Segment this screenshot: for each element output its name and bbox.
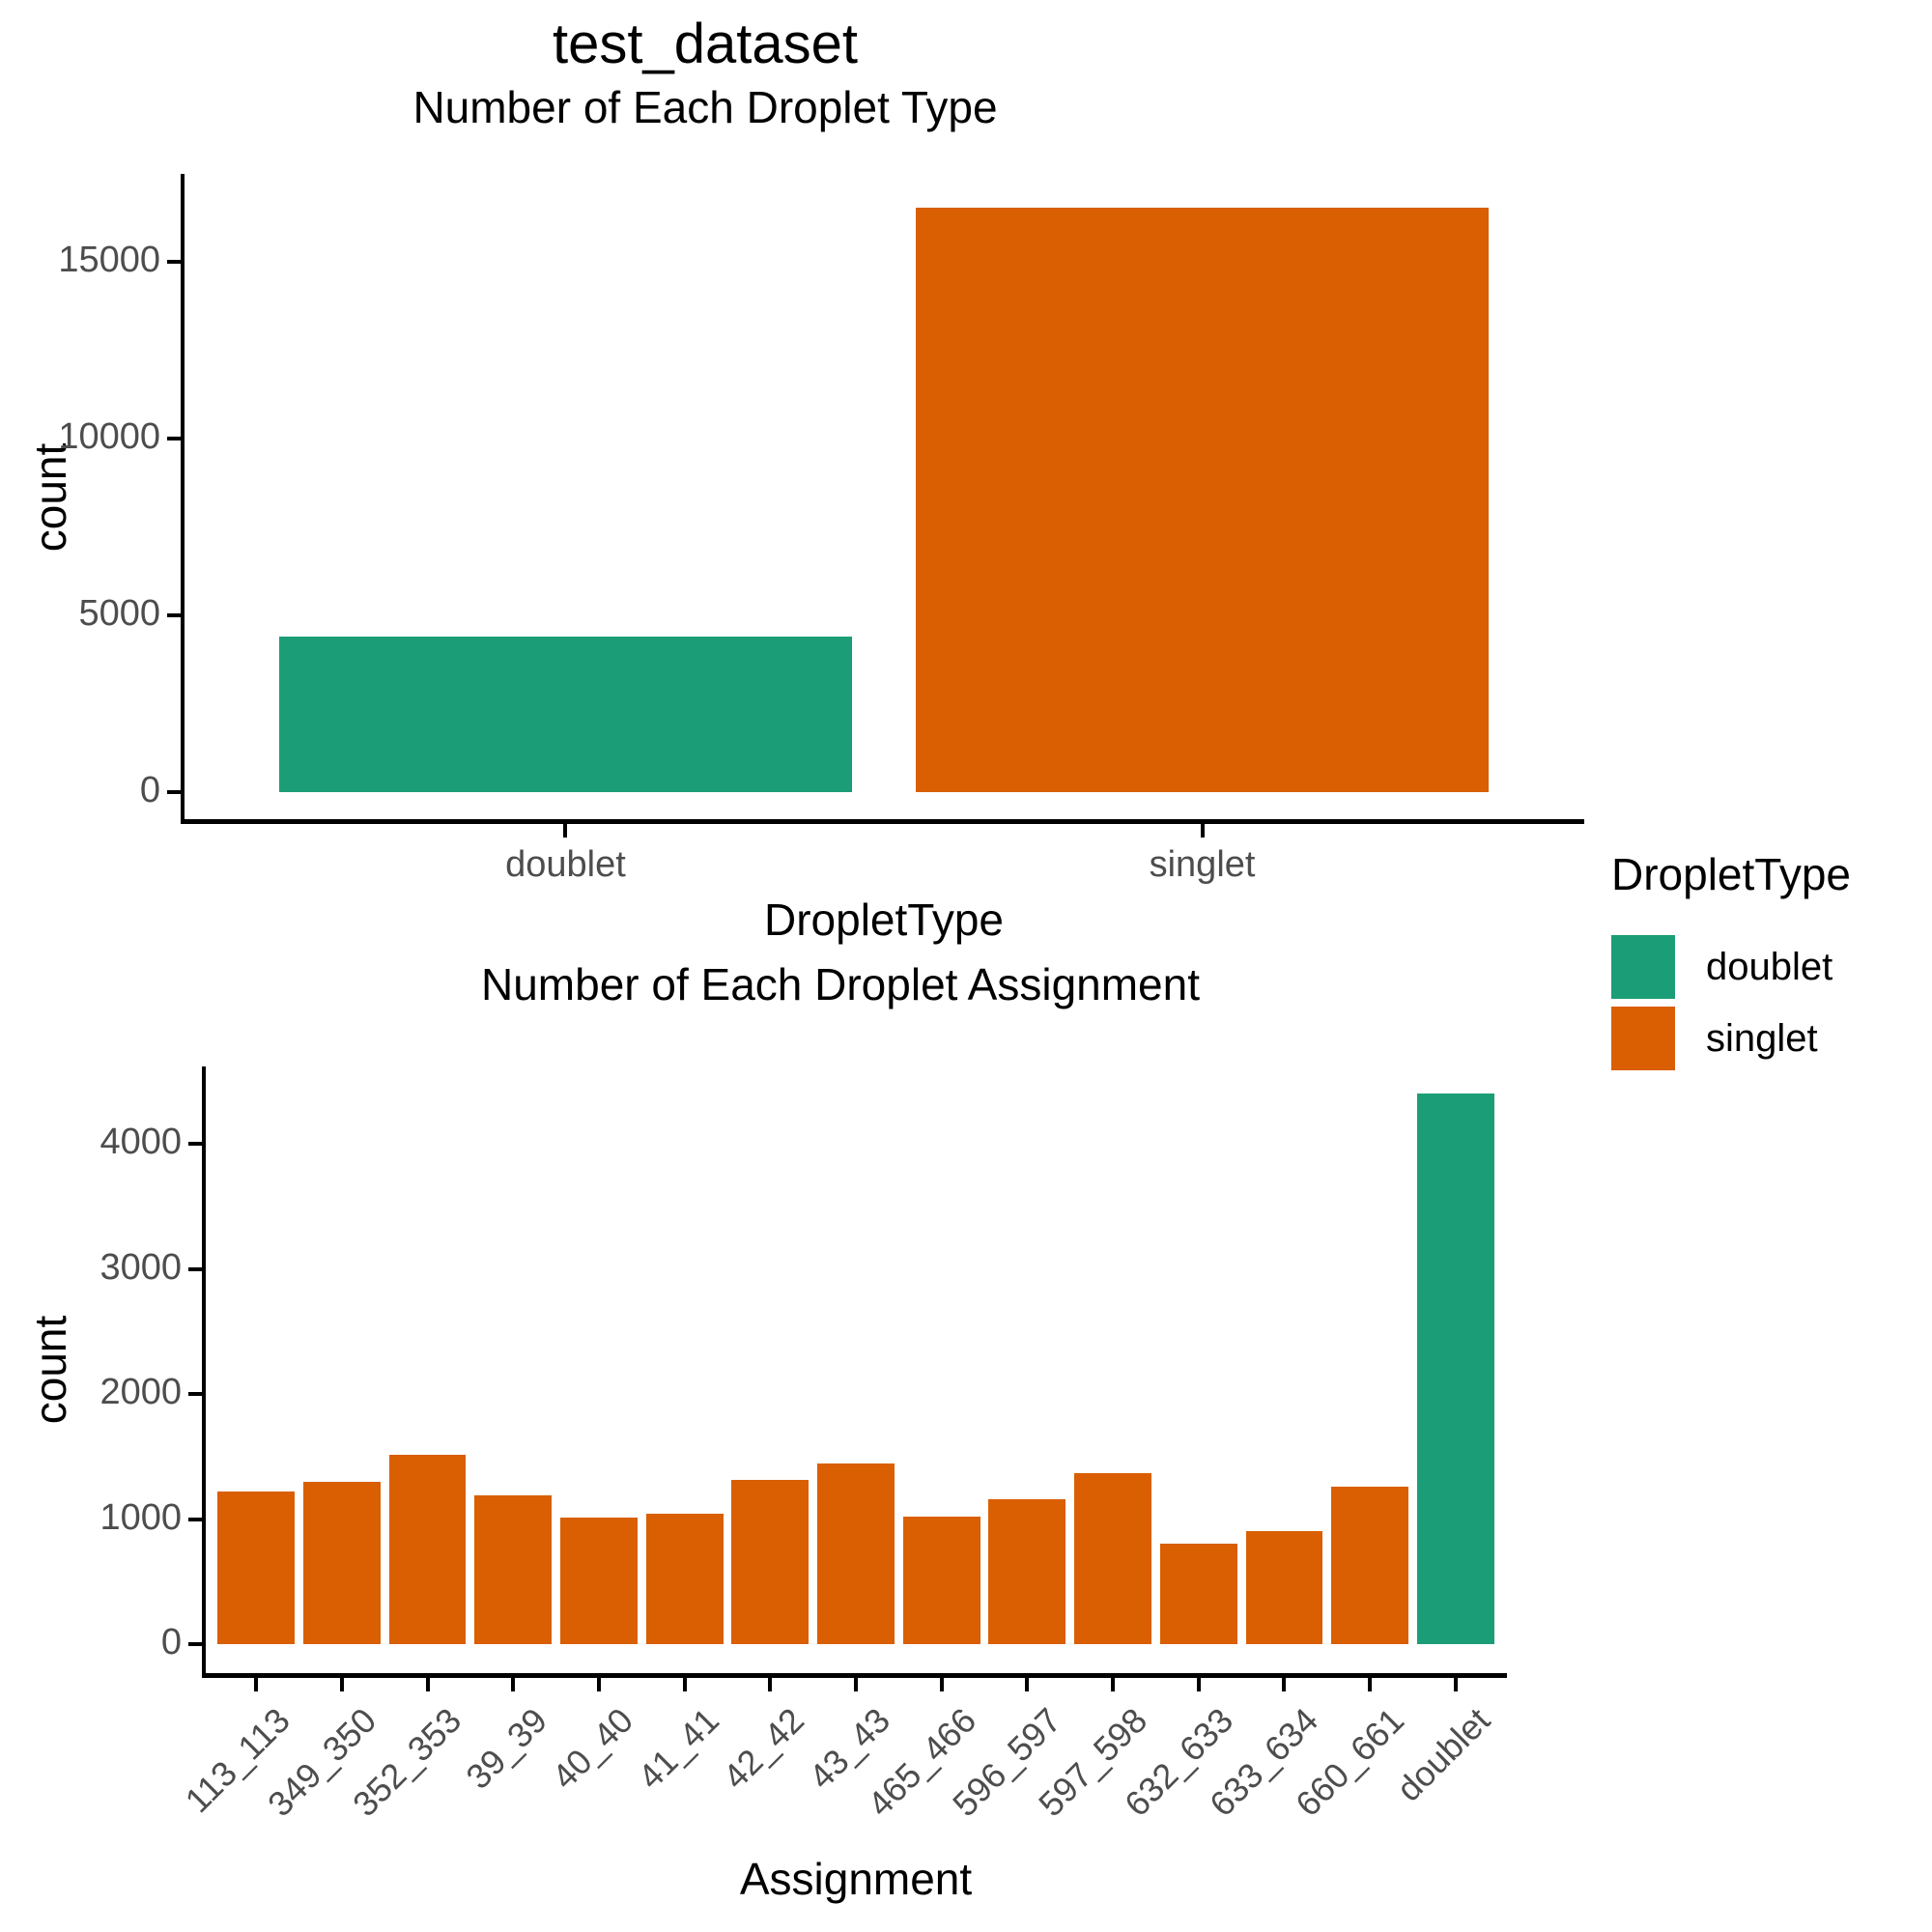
x-tick-mark bbox=[254, 1678, 259, 1691]
legend-label-singlet: singlet bbox=[1706, 1016, 1818, 1060]
chart1-y-axis-title: count bbox=[25, 442, 75, 553]
x-tick-mark bbox=[425, 1678, 430, 1691]
bar-43_43 bbox=[817, 1463, 895, 1644]
y-tick-mark bbox=[167, 613, 181, 617]
y-tick-mark bbox=[167, 437, 181, 440]
bar-597_598 bbox=[1074, 1472, 1151, 1644]
chart2-title: Number of Each Droplet Assignment bbox=[480, 959, 1201, 1009]
legend-item-singlet: singlet bbox=[1611, 1007, 1930, 1070]
x-tick-mark bbox=[563, 824, 568, 838]
x-axis-line bbox=[202, 1673, 1507, 1678]
x-tick-mark bbox=[339, 1678, 344, 1691]
x-tick-mark bbox=[596, 1678, 601, 1691]
x-tick-mark bbox=[1200, 824, 1205, 838]
x-tick-label: doublet bbox=[505, 844, 626, 885]
y-tick-label: 3000 bbox=[99, 1246, 182, 1288]
y-tick-mark bbox=[188, 1266, 202, 1271]
doublet-color-swatch bbox=[1611, 935, 1675, 999]
x-tick-label: 42_42 bbox=[715, 1700, 812, 1797]
x-tick-mark bbox=[1453, 1678, 1458, 1691]
y-tick-mark bbox=[188, 1142, 202, 1146]
y-tick-mark bbox=[167, 790, 181, 794]
bar-41_41 bbox=[645, 1514, 724, 1644]
legend-title: DropletType bbox=[1611, 849, 1852, 899]
plot-title: test_dataset bbox=[553, 13, 858, 75]
bar-42_42 bbox=[731, 1480, 810, 1644]
x-tick-mark bbox=[1282, 1678, 1287, 1691]
bar-39_39 bbox=[474, 1494, 553, 1644]
x-tick-mark bbox=[1111, 1678, 1116, 1691]
y-tick-label: 5000 bbox=[78, 592, 160, 634]
y-tick-label: 1000 bbox=[99, 1496, 182, 1538]
y-tick-mark bbox=[167, 260, 181, 264]
x-tick-label: doublet bbox=[1388, 1700, 1497, 1809]
y-tick-label: 0 bbox=[160, 1621, 182, 1662]
chart2-x-axis-title: Assignment bbox=[739, 1854, 973, 1904]
y-axis-line bbox=[202, 1066, 206, 1677]
y-tick-mark bbox=[188, 1517, 202, 1521]
y-tick-label: 15000 bbox=[58, 239, 160, 280]
x-tick-label: 41_41 bbox=[629, 1700, 726, 1797]
bar-349_350 bbox=[302, 1481, 381, 1644]
x-axis-line bbox=[181, 819, 1584, 824]
bar-465_466 bbox=[902, 1516, 980, 1644]
chart1-x-axis-title: DropletType bbox=[763, 895, 1004, 945]
y-tick-label: 4000 bbox=[99, 1121, 182, 1162]
x-tick-mark bbox=[854, 1678, 858, 1691]
x-tick-mark bbox=[1025, 1678, 1030, 1691]
legend: DropletType doublet singlet bbox=[1611, 848, 1930, 1078]
bar-40_40 bbox=[560, 1518, 638, 1644]
x-tick-mark bbox=[511, 1678, 516, 1691]
bar-632_633 bbox=[1159, 1544, 1237, 1644]
bar-doublet bbox=[1416, 1094, 1494, 1644]
x-tick-label: 40_40 bbox=[544, 1700, 640, 1797]
x-tick-mark bbox=[939, 1678, 944, 1691]
y-tick-label: 0 bbox=[139, 769, 160, 810]
y-tick-mark bbox=[188, 1642, 202, 1646]
bar-596_597 bbox=[988, 1498, 1066, 1644]
bar-633_634 bbox=[1245, 1531, 1323, 1644]
x-tick-mark bbox=[1368, 1678, 1373, 1691]
chart1-title: Number of Each Droplet Type bbox=[412, 82, 998, 132]
singlet-color-swatch bbox=[1611, 1007, 1675, 1070]
bar-352_353 bbox=[388, 1455, 467, 1644]
x-tick-label: 39_39 bbox=[458, 1700, 555, 1797]
x-tick-label: singlet bbox=[1149, 844, 1256, 885]
bar-113_113 bbox=[217, 1492, 296, 1644]
y-axis-line bbox=[181, 174, 185, 823]
bar-660_661 bbox=[1331, 1486, 1408, 1644]
x-tick-mark bbox=[1196, 1678, 1201, 1691]
x-tick-mark bbox=[682, 1678, 687, 1691]
legend-item-doublet: doublet bbox=[1611, 935, 1930, 999]
y-tick-label: 2000 bbox=[99, 1371, 182, 1412]
bar-doublet bbox=[278, 636, 853, 792]
bar-singlet bbox=[915, 207, 1490, 792]
y-tick-label: 10000 bbox=[58, 415, 160, 457]
x-tick-mark bbox=[768, 1678, 773, 1691]
y-tick-mark bbox=[188, 1392, 202, 1396]
legend-label-doublet: doublet bbox=[1706, 945, 1833, 988]
